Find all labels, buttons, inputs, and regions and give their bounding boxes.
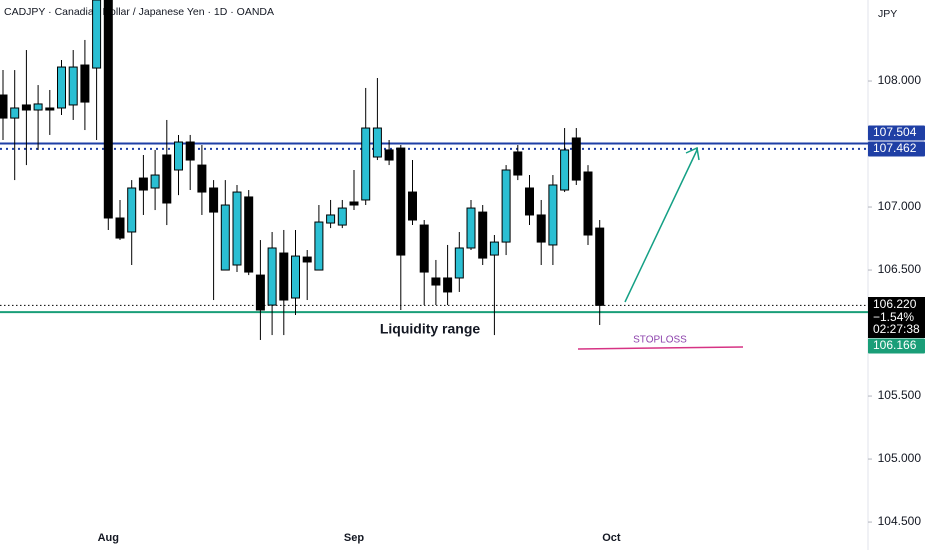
candle-body	[21, 104, 31, 111]
candle-body	[478, 211, 488, 259]
price-label-box	[868, 125, 925, 141]
candle-body	[314, 221, 324, 271]
price-label-box	[868, 141, 925, 157]
candle-body	[525, 187, 534, 216]
candle-body	[571, 137, 581, 181]
candle-body	[57, 66, 66, 109]
x-tick-label: Sep	[344, 532, 364, 544]
candle-body	[326, 214, 336, 224]
candle-body	[548, 184, 558, 246]
candle-body	[454, 247, 464, 279]
chart-title: CADJPY · Canadian Dollar / Japanese Yen …	[4, 6, 274, 18]
price-label: 107.504	[873, 125, 917, 139]
candle-body	[361, 127, 371, 201]
candle-body	[209, 187, 219, 213]
price-label: 107.462	[873, 141, 917, 155]
candle-body	[408, 191, 417, 221]
candle-body	[0, 94, 8, 119]
candle-body	[80, 64, 90, 103]
currency-label: JPY	[878, 8, 897, 20]
candle-body	[150, 174, 160, 189]
candle-body	[513, 151, 523, 176]
arrow	[624, 149, 698, 303]
candle-body	[185, 141, 195, 161]
last-price-countdown: 02:27:38	[873, 322, 920, 336]
x-tick-label: Oct	[602, 532, 621, 544]
candle-body	[536, 214, 546, 243]
candle-body	[443, 277, 453, 293]
candle-body	[560, 149, 570, 191]
last-price-label: 106.220	[873, 297, 917, 311]
candle-body	[33, 103, 43, 111]
y-tick-label: 106.500	[878, 262, 922, 276]
candle-body	[291, 255, 300, 299]
candle-body	[103, 0, 113, 219]
last-price-change: −1.54%	[873, 310, 914, 324]
candle-body	[197, 164, 207, 193]
candle-body	[127, 187, 137, 233]
candle-body	[384, 149, 394, 161]
x-tick-label: Aug	[98, 532, 119, 544]
arrow-head	[685, 146, 700, 161]
y-tick-label: 105.000	[878, 451, 922, 465]
annotation-text: Liquidity range	[380, 321, 481, 337]
candle-body	[583, 171, 593, 236]
candle-body	[68, 66, 78, 106]
candle-body	[10, 107, 20, 119]
price-label: 106.166	[873, 338, 917, 352]
candle-body	[372, 127, 382, 158]
candle-body	[45, 107, 55, 111]
candle-body	[220, 204, 230, 271]
candle-body	[162, 154, 172, 204]
candle-body	[419, 224, 429, 273]
y-tick-label: 105.500	[878, 388, 922, 402]
candle-body	[255, 274, 265, 311]
candle-body	[501, 169, 511, 243]
candle-body	[267, 247, 277, 306]
candle-body	[396, 147, 406, 256]
candle-body	[232, 191, 242, 266]
annotation-text: STOPLOSS	[633, 335, 687, 346]
candle-body	[349, 201, 359, 206]
last-price-box	[868, 297, 925, 338]
candle-body	[337, 207, 347, 226]
candle-body	[92, 0, 102, 69]
candle-body	[302, 256, 312, 263]
candle-body	[466, 207, 476, 249]
candle-body	[174, 141, 183, 171]
y-tick-label: 104.500	[878, 514, 922, 528]
candle-body	[279, 252, 289, 301]
candle-body	[431, 277, 441, 286]
price-label-box	[868, 338, 925, 354]
candle-body	[595, 227, 605, 306]
y-tick-label: 107.000	[878, 199, 922, 213]
candle-body	[115, 217, 125, 239]
candle-body	[489, 241, 499, 256]
candle-body	[244, 196, 254, 273]
y-tick-label: 108.000	[878, 73, 922, 87]
stoploss-line	[577, 346, 744, 350]
candle-body	[138, 177, 148, 191]
